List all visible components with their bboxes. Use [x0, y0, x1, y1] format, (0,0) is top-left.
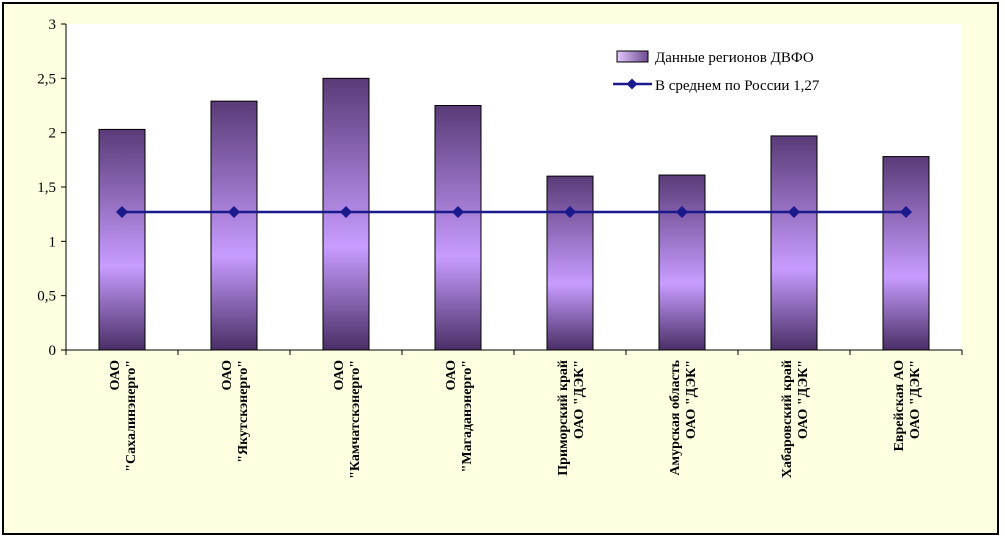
- x-category-label: Амурская областьОАО "ДЭК": [668, 359, 699, 475]
- average-marker: [564, 205, 576, 218]
- legend-marker-average: [626, 78, 638, 90]
- average-marker: [340, 205, 352, 218]
- x-category-label: ОАО"Якутскэнерго": [220, 360, 251, 463]
- average-marker: [228, 205, 240, 218]
- x-category-label: Еврейская АООАО "ДЭК": [892, 360, 923, 452]
- bar: [210, 100, 258, 351]
- plot-area: [66, 24, 962, 350]
- bar: [434, 105, 482, 351]
- bar: [882, 156, 930, 351]
- x-category-label: ОАО"Магаданэнерго": [444, 360, 475, 472]
- x-category-label: ОАО"Камчатскэнерго": [332, 360, 363, 479]
- legend-swatch-bars: [616, 50, 649, 63]
- bar: [770, 135, 818, 351]
- bar: [98, 128, 146, 351]
- y-tick-label: 2: [49, 126, 57, 142]
- x-category-label: Хабаровский крайОАО "ДЭК": [780, 360, 811, 478]
- average-marker: [676, 205, 688, 218]
- legend-label-bars: Данные регионов ДВФО: [655, 50, 814, 66]
- average-marker: [788, 205, 800, 218]
- x-category-label: Приморский крайОАО "ДЭК": [556, 360, 587, 476]
- bar: [546, 175, 594, 351]
- y-tick-label: 0: [49, 343, 57, 359]
- bar: [658, 174, 706, 351]
- average-marker: [452, 205, 464, 218]
- y-tick-label: 1,5: [37, 180, 56, 196]
- x-category-label: ОАО"Сахалинэнерго": [108, 360, 139, 472]
- y-tick-label: 0,5: [37, 289, 56, 305]
- legend-label-average: В среднем по России 1,27: [655, 78, 820, 94]
- y-tick-label: 1: [49, 234, 57, 250]
- y-tick-label: 3: [49, 17, 57, 33]
- average-marker: [900, 205, 912, 218]
- y-tick-label: 2,5: [37, 71, 56, 87]
- legend: Данные регионов ДВФО В среднем по России…: [613, 50, 820, 94]
- average-marker: [116, 205, 128, 218]
